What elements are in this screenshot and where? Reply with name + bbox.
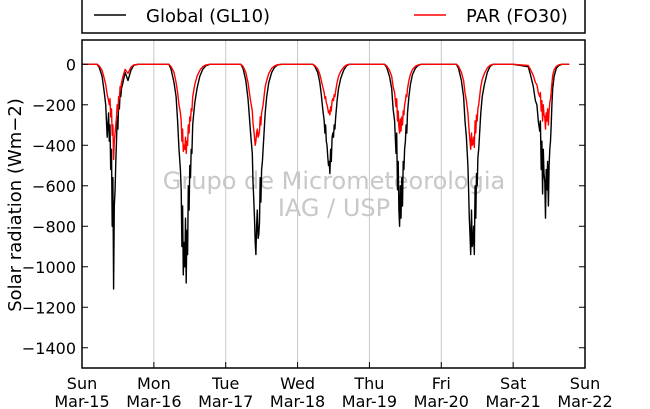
series-layer <box>82 63 570 290</box>
x-tick-label-date: Mar-15 <box>54 392 109 409</box>
x-tick-label-day: Wed <box>280 374 315 393</box>
series-line-global <box>82 63 570 290</box>
x-tick-label-date: Mar-22 <box>557 392 612 409</box>
x-tick-label-day: Mon <box>137 374 171 393</box>
x-tick-label-day: Tue <box>211 374 239 393</box>
y-tick-label: −1400 <box>22 339 76 358</box>
y-tick-label: −800 <box>32 217 76 236</box>
x-tick-label-day: Fri <box>432 374 451 393</box>
legend-label-par: PAR (FO30) <box>466 6 568 27</box>
x-tick-label-day: Sun <box>570 374 600 393</box>
y-axis: 0 −200 −400 −600 −800 −1000 −1200 −1400 <box>22 55 585 358</box>
y-tick-label: −200 <box>32 96 76 115</box>
watermark-line-2: IAG / USP <box>278 194 390 222</box>
legend: Global (GL10) PAR (FO30) <box>81 0 586 34</box>
x-tick-label-day: Thu <box>353 374 384 393</box>
x-tick-label-date: Mar-17 <box>198 392 253 409</box>
y-axis-label: Solar radiation (Wm−2) <box>5 98 26 312</box>
x-tick-label-date: Mar-20 <box>414 392 469 409</box>
x-tick-label-day: Sun <box>67 374 97 393</box>
x-tick-label-date: Mar-18 <box>270 392 325 409</box>
legend-label-global: Global (GL10) <box>146 6 270 27</box>
x-axis: SunMar-15MonMar-16TueMar-17WedMar-18ThuM… <box>54 362 613 409</box>
x-tick-label-date: Mar-19 <box>342 392 397 409</box>
plot-frame <box>81 39 586 369</box>
x-tick-label-date: Mar-16 <box>126 392 181 409</box>
x-grid <box>153 40 514 368</box>
y-tick-label: 0 <box>66 55 76 74</box>
x-tick-label-date: Mar-21 <box>485 392 540 409</box>
y-tick-label: −400 <box>32 136 76 155</box>
y-tick-label: −600 <box>32 177 76 196</box>
y-tick-label: −1200 <box>22 298 76 317</box>
watermark-line-1: Grupo de Micrometeorologia <box>163 167 505 195</box>
series-line-par <box>82 63 570 161</box>
x-tick-label-day: Sat <box>500 374 526 393</box>
legend-frame <box>81 0 586 34</box>
y-tick-label: −1000 <box>22 258 76 277</box>
